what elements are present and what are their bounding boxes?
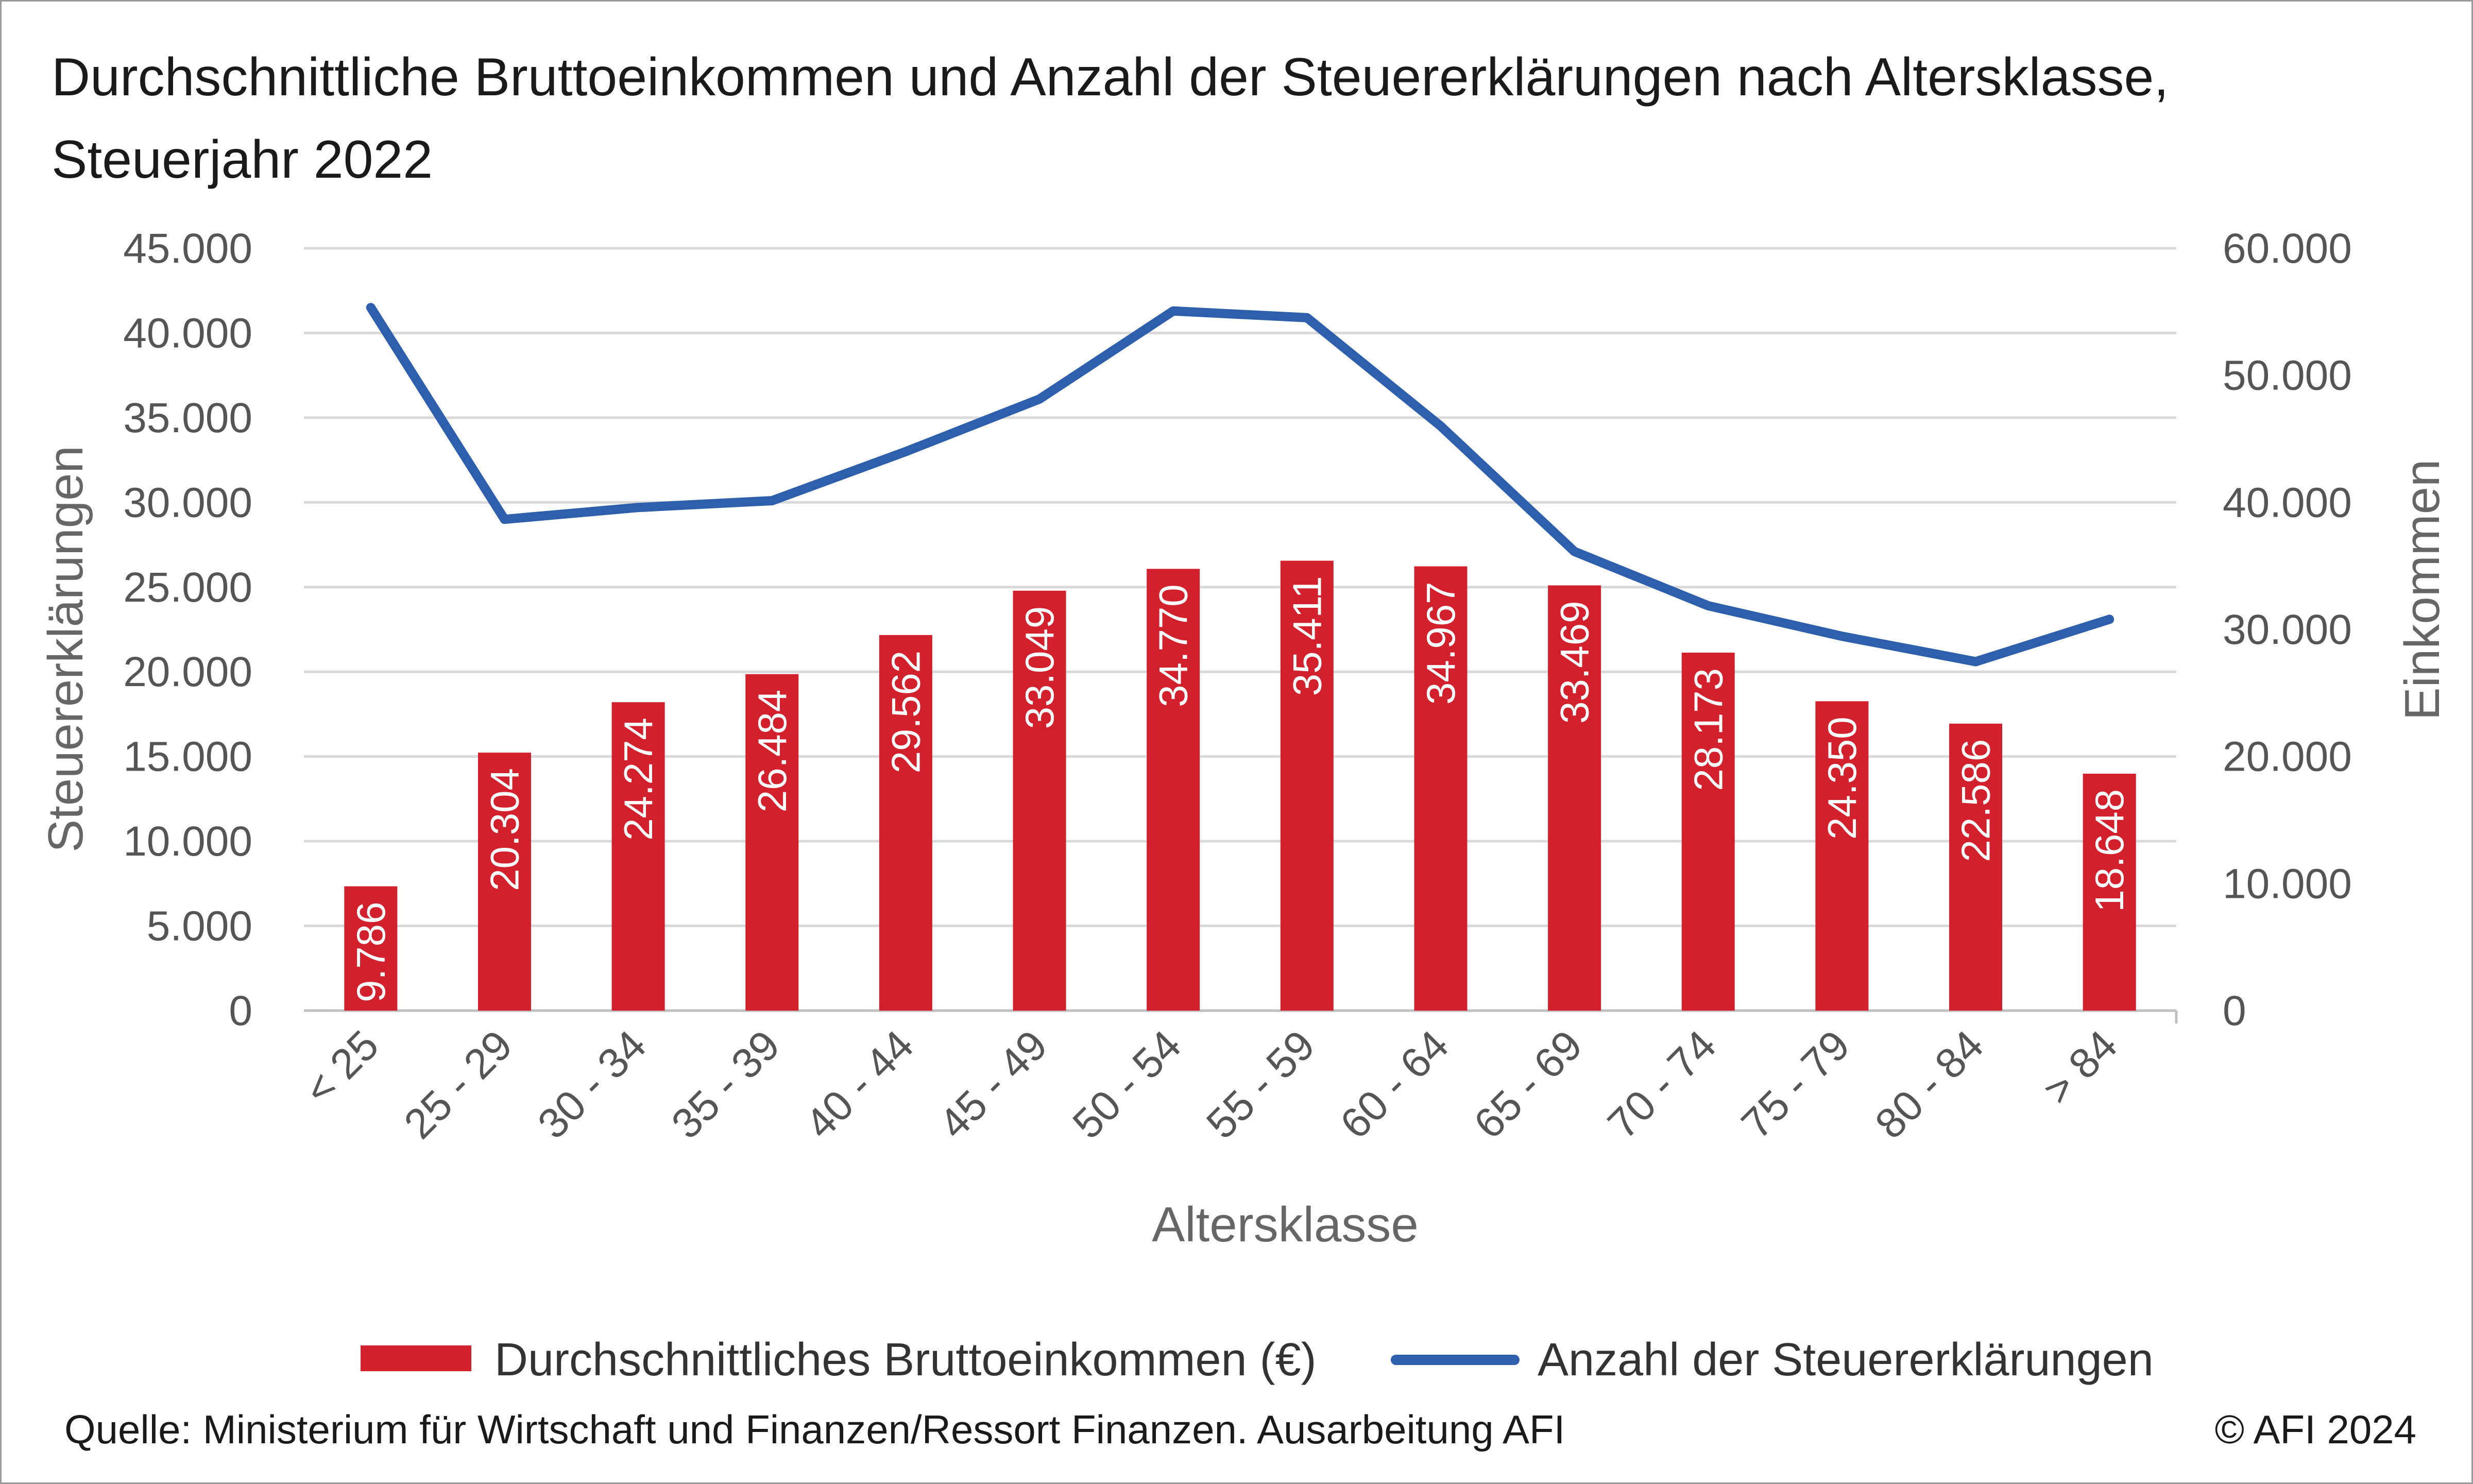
gridlines bbox=[304, 247, 2178, 1024]
bar-data-label: 24.274 bbox=[616, 718, 661, 841]
left-tick-label: 40.000 bbox=[123, 310, 252, 356]
x-tick-label: > 84 bbox=[2034, 1021, 2126, 1114]
source-note: Quelle: Ministerium für Wirtschaft und F… bbox=[64, 1407, 1565, 1452]
tax-returns-point bbox=[638, 507, 639, 508]
tax-returns-point bbox=[504, 519, 505, 520]
tax-returns-point bbox=[2109, 619, 2110, 620]
left-tick-label: 15.000 bbox=[123, 734, 252, 780]
left-tick-label: 35.000 bbox=[123, 395, 252, 441]
bar-data-label: 26.484 bbox=[749, 690, 795, 813]
tax-returns-point bbox=[771, 500, 773, 502]
legend: Durchschnittliches Bruttoeinkommen (€) A… bbox=[361, 1334, 2154, 1386]
right-tick-label: 60.000 bbox=[2223, 225, 2352, 272]
left-tick-label: 25.000 bbox=[123, 564, 252, 611]
bar-data-labels: 9.786 20.304 24.274 26.484 29.562 33.049 34.77… bbox=[348, 576, 2132, 1002]
tax-returns-point bbox=[905, 451, 907, 452]
income-bar bbox=[1548, 585, 1601, 1011]
bar-data-label: 28.173 bbox=[1685, 668, 1731, 791]
tax-returns-point bbox=[1841, 636, 1843, 637]
legend-bar-label: Durchschnittliches Bruttoeinkommen (€) bbox=[494, 1334, 1317, 1386]
legend-bar-swatch bbox=[361, 1345, 471, 1371]
tax-returns-line bbox=[366, 303, 2114, 667]
left-tick-label: 0 bbox=[229, 987, 252, 1034]
bar-data-label: 24.350 bbox=[1819, 717, 1865, 840]
bar-data-label: 22.586 bbox=[1953, 739, 1999, 862]
x-tick-label: 60 - 64 bbox=[1332, 1021, 1458, 1148]
income-bar bbox=[477, 753, 531, 1011]
bar-data-label: 18.648 bbox=[2087, 789, 2132, 912]
bar-data-label: 34.967 bbox=[1418, 582, 1463, 705]
income-bar bbox=[1949, 723, 2003, 1011]
tax-returns-point bbox=[1172, 310, 1174, 312]
line-series bbox=[366, 303, 2114, 667]
tax-returns-point bbox=[1708, 605, 1709, 606]
tax-returns-point bbox=[370, 307, 371, 309]
chart-title: Durchschnittliche Bruttoeinkommen und An… bbox=[52, 47, 2169, 190]
tax-returns-point bbox=[1975, 661, 1976, 662]
left-tick-label: 5.000 bbox=[147, 903, 252, 950]
x-tick-label: 45 - 49 bbox=[930, 1021, 1056, 1148]
tax-returns-point bbox=[1306, 317, 1308, 318]
bar-data-label: 34.770 bbox=[1151, 584, 1196, 707]
x-tick-label: 55 - 59 bbox=[1198, 1021, 1324, 1148]
bar-data-label: 33.469 bbox=[1552, 601, 1597, 724]
x-tick-label: 80 - 84 bbox=[1866, 1021, 1992, 1148]
bar-data-label: 35.411 bbox=[1284, 576, 1329, 696]
right-tick-label: 50.000 bbox=[2223, 352, 2352, 399]
income-bar bbox=[1013, 590, 1066, 1011]
income-bar bbox=[1147, 569, 1200, 1011]
x-axis-ticks: < 25 25 - 29 30 - 34 35 - 39 40 - 44 45 - 49 5… bbox=[296, 1021, 2126, 1148]
x-tick-label: < 25 bbox=[296, 1021, 388, 1114]
income-bar bbox=[1681, 653, 1735, 1011]
x-tick-label: 70 - 74 bbox=[1599, 1021, 1725, 1148]
bar-data-label: 9.786 bbox=[348, 902, 394, 1002]
x-tick-label: 75 - 79 bbox=[1733, 1021, 1859, 1148]
right-tick-label: 10.000 bbox=[2223, 860, 2352, 907]
left-axis-title: Steuererklärungen bbox=[38, 446, 93, 852]
income-bar bbox=[745, 674, 799, 1011]
income-bar bbox=[344, 886, 398, 1011]
tax-returns-point bbox=[1440, 425, 1441, 427]
right-axis-title: Einkommen bbox=[2395, 459, 2450, 721]
income-bar bbox=[1815, 701, 1869, 1011]
right-tick-label: 30.000 bbox=[2223, 606, 2352, 653]
tax-returns-point bbox=[1039, 398, 1041, 400]
x-axis-title: Altersklasse bbox=[1152, 1197, 1419, 1252]
x-tick-label: 30 - 34 bbox=[529, 1021, 655, 1148]
left-tick-label: 10.000 bbox=[123, 818, 252, 865]
left-tick-label: 20.000 bbox=[123, 649, 252, 695]
income-bar bbox=[879, 635, 932, 1011]
x-tick-label: 35 - 39 bbox=[663, 1021, 789, 1148]
x-tick-label: 65 - 69 bbox=[1465, 1021, 1591, 1148]
bar-data-label: 33.049 bbox=[1017, 606, 1062, 729]
income-bar bbox=[2083, 774, 2136, 1011]
right-axis-ticks: 0 10.000 20.000 30.000 40.000 50.000 60.000 bbox=[2223, 225, 2352, 1034]
bar-data-label: 20.304 bbox=[482, 768, 527, 891]
left-tick-label: 30.000 bbox=[123, 479, 252, 526]
tax-returns-point bbox=[1574, 551, 1575, 552]
right-tick-label: 20.000 bbox=[2223, 734, 2352, 780]
x-tick-label: 25 - 29 bbox=[395, 1021, 521, 1148]
right-tick-label: 40.000 bbox=[2223, 479, 2352, 526]
income-bar bbox=[1414, 566, 1468, 1011]
bar-data-label: 29.562 bbox=[883, 651, 928, 774]
x-tick-label: 40 - 44 bbox=[796, 1021, 923, 1148]
income-bar bbox=[611, 702, 665, 1011]
left-tick-label: 45.000 bbox=[123, 225, 252, 272]
left-axis-ticks: 0 5.000 10.000 15.000 20.000 25.000 30.000 35.0… bbox=[123, 225, 252, 1034]
x-tick-label: 50 - 54 bbox=[1064, 1021, 1190, 1148]
income-bar bbox=[1280, 560, 1334, 1011]
legend-line-label: Anzahl der Steuererklärungen bbox=[1538, 1334, 2154, 1386]
copyright-note: © AFI 2024 bbox=[2214, 1407, 2416, 1452]
right-tick-label: 0 bbox=[2223, 987, 2246, 1034]
bar-series bbox=[344, 560, 2136, 1011]
